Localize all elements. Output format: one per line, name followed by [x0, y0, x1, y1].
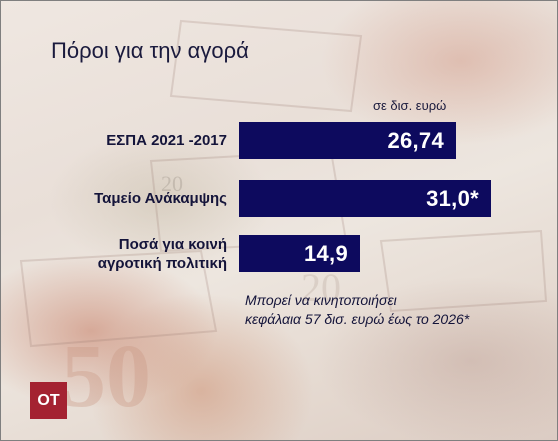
bar: 26,74 [239, 122, 456, 159]
svg-text:20: 20 [301, 265, 341, 310]
bar: 14,9 [239, 235, 360, 272]
footnote-line: κεφάλαια 57 δισ. ευρώ έως το 2026* [245, 311, 470, 327]
bar-value-label: 26,74 [387, 128, 444, 153]
category-label: ΕΣΠΑ 2021 -2017 [106, 131, 227, 150]
category-label-line: αγροτική πολιτική [97, 255, 227, 272]
category-label-line: ΕΣΠΑ 2021 -2017 [106, 132, 227, 149]
footnote-line: Μπορεί να κινητοποιήσει [245, 292, 397, 308]
category-label-line: Ποσά για κοινή [118, 236, 227, 253]
bar: 31,0* [239, 180, 491, 217]
ot-logo: ΟΤ [30, 382, 67, 419]
chart-title: Πόροι για την αγορά [51, 38, 249, 63]
bar-value-label: 14,9 [303, 241, 348, 266]
unit-label: σε δισ. ευρώ [373, 98, 447, 113]
bar-value-label: 31,0* [426, 186, 479, 211]
footnote: Μπορεί να κινητοποιήσει κεφάλαια 57 δισ.… [245, 291, 469, 329]
svg-text:50: 50 [61, 327, 151, 426]
svg-text:20: 20 [161, 171, 183, 196]
category-label-line: Ταμείο Ανάκαμψης [94, 190, 227, 207]
category-label: Ταμείο Ανάκαμψης [94, 189, 227, 208]
category-label: Ποσά για κοινή αγροτική πολιτική [98, 235, 227, 273]
